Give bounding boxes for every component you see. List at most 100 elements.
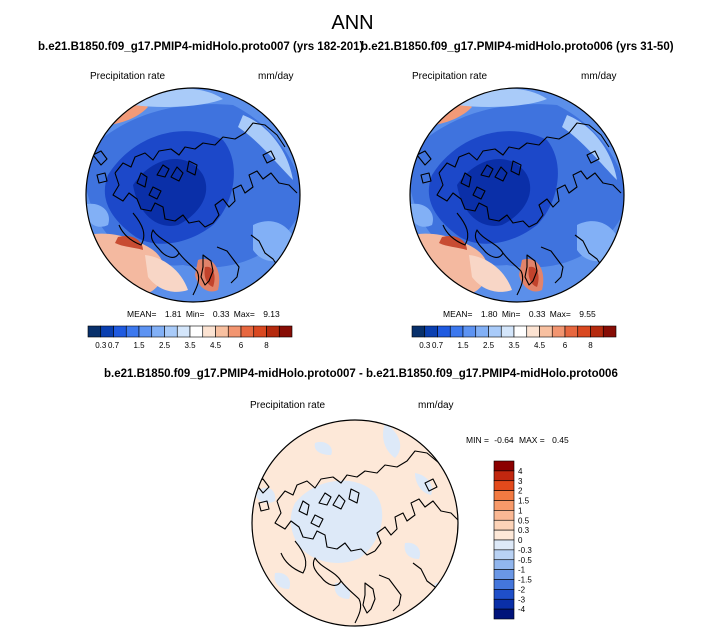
mean-value: 1.81 xyxy=(164,309,182,319)
max-value: 0.45 xyxy=(552,435,569,445)
colorbar-tick-label: 4 xyxy=(518,467,523,476)
colorbar-swatch xyxy=(151,325,165,338)
colorbar-swatch xyxy=(125,325,140,338)
colorbar-swatch xyxy=(526,325,540,338)
colorbar-swatch xyxy=(202,325,216,338)
colorbar-tick-label: 8 xyxy=(588,341,593,350)
panel-2-title: b.e21.B1850.f09_g17.PMIP4-midHolo.proto0… xyxy=(361,41,674,53)
colorbar-tick-label: 8 xyxy=(264,341,269,350)
colorbar-swatch xyxy=(493,589,515,600)
panel-3-map xyxy=(251,419,459,627)
colorbar-swatch xyxy=(449,325,464,338)
panel-1-units-label: mm/day xyxy=(258,71,294,82)
colorbar-tick-label: 0.5 xyxy=(518,516,530,525)
colorbar-swatch xyxy=(215,325,229,338)
colorbar-swatch xyxy=(227,325,242,338)
colorbar-swatch xyxy=(278,325,293,338)
colorbar-swatch xyxy=(493,529,515,541)
panel-1-variable-label: Precipitation rate xyxy=(90,71,166,82)
colorbar-swatch xyxy=(240,325,255,338)
colorbar-swatch xyxy=(411,325,426,338)
colorbar-swatch xyxy=(577,325,591,338)
colorbar-swatch xyxy=(500,325,515,338)
colorbar-swatch xyxy=(189,325,204,338)
colorbar-tick-label: 3 xyxy=(518,477,523,486)
min-value: 0.33 xyxy=(528,309,546,319)
colorbar-tick-label: 3.5 xyxy=(184,341,196,350)
max-label: Max= xyxy=(549,309,571,319)
colorbar-swatch xyxy=(564,325,579,338)
max-label: MAX = xyxy=(519,435,545,445)
panel-2-colorbar: 0.3 0.7 1.5 2.5 3.5 4.5 6 8 xyxy=(411,325,617,350)
colorbar-tick-label: 2 xyxy=(518,487,523,496)
colorbar-swatch xyxy=(176,325,191,338)
colorbar-swatch xyxy=(493,480,515,491)
colorbar-tick-label: 0.3 xyxy=(419,341,431,350)
panel-2-units-label: mm/day xyxy=(581,71,617,82)
colorbar-tick-label: 6 xyxy=(563,341,568,350)
max-value: 9.55 xyxy=(579,309,596,319)
mean-label: MEAN= xyxy=(127,309,157,319)
colorbar-swatch xyxy=(493,490,515,501)
colorbar-swatch xyxy=(493,539,515,551)
colorbar-tick-label: 1.5 xyxy=(133,341,145,350)
colorbar-tick-label: 0.3 xyxy=(518,526,530,535)
colorbar-tick-label: -0.3 xyxy=(518,546,532,555)
colorbar-tick-label: 0 xyxy=(518,536,523,545)
colorbar-swatch xyxy=(138,325,153,338)
colorbar-swatch xyxy=(266,325,280,338)
colorbar-swatch xyxy=(539,325,553,338)
colorbar-tick-label: 3.5 xyxy=(508,341,520,350)
colorbar-swatch xyxy=(475,325,489,338)
colorbar-tick-label: -2 xyxy=(518,585,526,594)
colorbar-tick-label: 0.7 xyxy=(108,341,120,350)
panel-3-title: b.e21.B1850.f09_g17.PMIP4-midHolo.proto0… xyxy=(104,368,618,380)
colorbar-swatch xyxy=(164,325,178,338)
panel-2-variable-label: Precipitation rate xyxy=(412,71,488,82)
colorbar-tick-label: 0.7 xyxy=(432,341,444,350)
colorbar-tick-label: -1 xyxy=(518,566,526,575)
colorbar-swatch xyxy=(493,569,515,580)
colorbar-swatch xyxy=(87,325,102,338)
colorbar-swatch xyxy=(113,325,127,338)
mean-label: MEAN= xyxy=(443,309,473,319)
colorbar-tick-label: 6 xyxy=(239,341,244,350)
colorbar-swatch xyxy=(493,608,515,620)
panel-1-stats: MEAN= 1.81 Min= 0.33 Max= 9.13 xyxy=(127,309,280,319)
colorbar-swatch xyxy=(493,598,515,610)
colorbar-swatch xyxy=(493,559,515,570)
colorbar-swatch xyxy=(493,510,515,521)
colorbar-swatch xyxy=(253,325,267,338)
colorbar-tick-label: -4 xyxy=(518,605,526,614)
min-value: 0.33 xyxy=(212,309,230,319)
figure-title: ANN xyxy=(331,12,374,34)
panel-3-variable-label: Precipitation rate xyxy=(250,400,326,411)
colorbar-swatch xyxy=(493,460,515,472)
colorbar-swatch xyxy=(493,579,515,590)
colorbar-tick-label: -0.5 xyxy=(518,556,532,565)
panel-1-title: b.e21.B1850.f09_g17.PMIP4-midHolo.proto0… xyxy=(38,41,364,53)
colorbar-swatch xyxy=(493,500,515,511)
colorbar-tick-label: 0.3 xyxy=(95,341,107,350)
colorbar-swatch xyxy=(462,325,477,338)
panel-2-map xyxy=(409,87,625,303)
panel-3-units-label: mm/day xyxy=(418,400,454,411)
colorbar-swatch xyxy=(493,549,515,561)
colorbar-swatch xyxy=(424,325,438,338)
colorbar-tick-label: -1.5 xyxy=(518,576,532,585)
colorbar-tick-label: 4.5 xyxy=(210,341,222,350)
colorbar-swatch xyxy=(590,325,604,338)
colorbar-swatch xyxy=(602,325,617,338)
min-label: Min= xyxy=(185,309,205,319)
colorbar-tick-label: 4.5 xyxy=(534,341,546,350)
panel-1-colorbar: 0.3 0.7 1.5 2.5 3.5 4.5 6 8 xyxy=(87,325,293,350)
colorbar-swatch xyxy=(493,519,515,531)
colorbar-swatch xyxy=(488,325,502,338)
colorbar-tick-label: 1.5 xyxy=(518,497,530,506)
colorbar-swatch xyxy=(100,325,114,338)
min-label: MIN = xyxy=(466,435,489,445)
max-value: 9.13 xyxy=(263,309,280,319)
colorbar-swatch xyxy=(437,325,451,338)
colorbar-swatch xyxy=(551,325,566,338)
colorbar-tick-label: 2.5 xyxy=(483,341,495,350)
